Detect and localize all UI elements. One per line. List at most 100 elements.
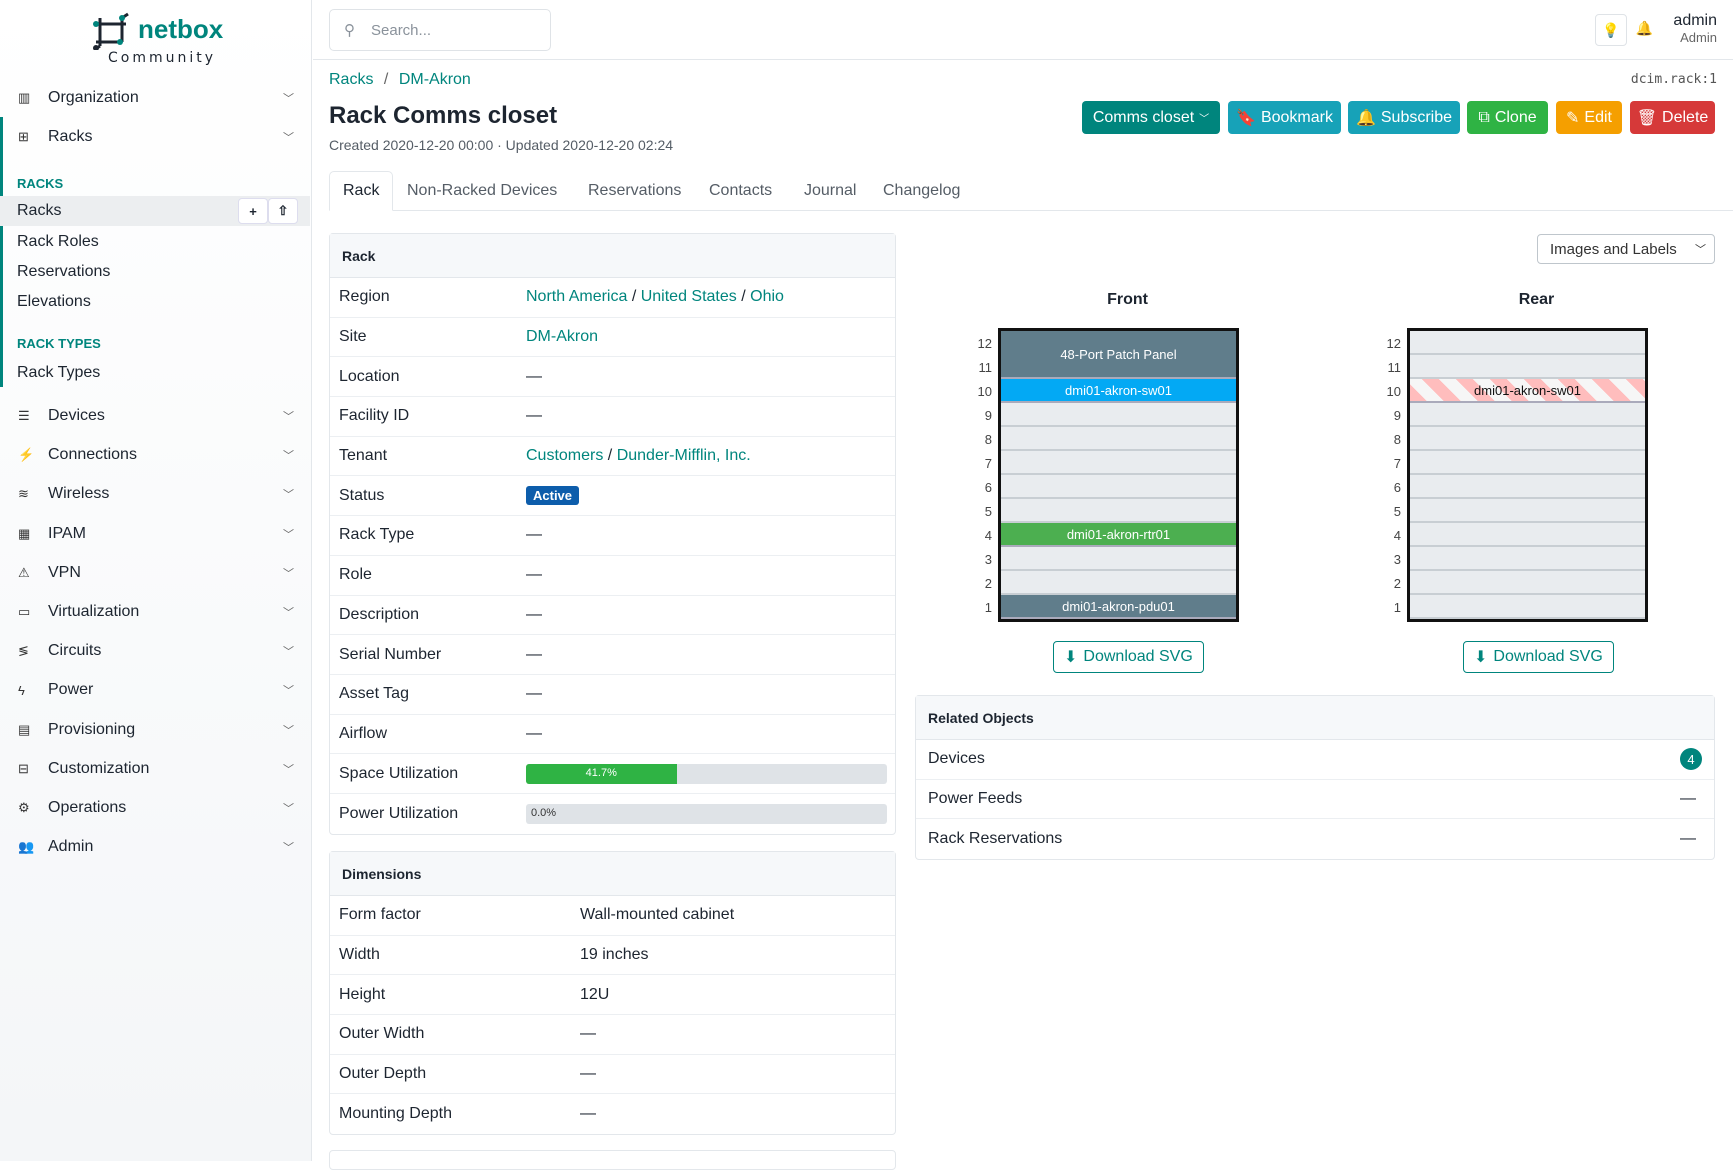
chevron-down-icon: ﹀ — [283, 132, 294, 144]
tab-changelog[interactable]: Changelog — [883, 182, 961, 199]
sidebar-item-reservations[interactable]: Reservations — [17, 263, 111, 280]
rack-unit-slot[interactable] — [1410, 595, 1645, 619]
separator: / — [736, 288, 751, 306]
subscribe-button[interactable]: 🔔 Subscribe — [1348, 101, 1460, 134]
rack-unit-slot[interactable] — [1001, 499, 1236, 523]
plug-icon: ⚡ — [18, 447, 35, 463]
nav-power[interactable]: ϟ Power ﹀ — [0, 671, 312, 709]
rack-unit-slot[interactable] — [1410, 331, 1645, 355]
nav-label: Wireless — [48, 485, 110, 503]
nav-label: Organization — [48, 89, 139, 106]
attr-link[interactable]: North America — [526, 288, 628, 306]
edit-button[interactable]: ✎ Edit — [1556, 101, 1622, 134]
attr-link[interactable]: United States — [640, 288, 737, 306]
tab-reservations[interactable]: Reservations — [588, 182, 682, 199]
dimension-row: Height 12U — [330, 975, 895, 1016]
attr-link[interactable]: Customers — [526, 447, 604, 465]
nav-operations[interactable]: ⚙ Operations ﹀ — [0, 789, 312, 827]
brand-edition: Community — [108, 50, 217, 66]
tab-journal[interactable]: Journal — [804, 182, 857, 199]
nav-admin[interactable]: 👥 Admin ﹀ — [0, 828, 312, 866]
rack-device[interactable]: dmi01-akron-sw01 — [1001, 379, 1236, 403]
sidebar-item-rack-roles[interactable]: Rack Roles — [17, 233, 99, 250]
rack-unit-slot[interactable] — [1410, 355, 1645, 379]
breadcrumb-racks[interactable]: Racks — [329, 71, 374, 88]
rack-unit-slot[interactable] — [1001, 547, 1236, 571]
download-front-svg-button[interactable]: ⬇ Download SVG — [1053, 641, 1204, 673]
attr-value: — — [526, 407, 542, 425]
nav-devices[interactable]: ☰ Devices ﹀ — [0, 397, 312, 435]
bookmark-button[interactable]: 🔖 Bookmark — [1228, 101, 1341, 134]
netbox-logo[interactable]: netbox Community — [92, 12, 232, 70]
rack-unit-slot[interactable] — [1001, 427, 1236, 451]
unit-number: 3 — [1393, 552, 1401, 567]
related-row-rack-reservations[interactable]: Rack Reservations — — [916, 819, 1714, 859]
user-menu[interactable]: admin Admin — [1673, 12, 1717, 45]
sidebar-item-racks[interactable]: Racks + ⇧ — [0, 196, 310, 226]
clone-button[interactable]: ⧉ Clone — [1467, 101, 1548, 134]
rack-unit-slot[interactable] — [1001, 571, 1236, 595]
attr-value: Active — [526, 485, 580, 505]
attr-link[interactable]: Dunder-Mifflin, Inc. — [616, 447, 751, 465]
search-input[interactable]: ⚲ Search... — [329, 9, 551, 51]
nav-connections[interactable]: ⚡ Connections ﹀ — [0, 436, 312, 474]
chevron-down-icon: ﹀ — [283, 803, 294, 815]
sidebar: netbox Community ▥ Organization ﹀ ⊞ Racks ﹀ … — [0, 0, 312, 1161]
rack-device[interactable]: dmi01-akron-rtr01 — [1001, 523, 1236, 547]
rack-select-dropdown[interactable]: Comms closet ﹀ — [1082, 101, 1220, 134]
nav-provisioning[interactable]: ▤ Provisioning ﹀ — [0, 711, 312, 749]
rack-unit-slot[interactable] — [1410, 547, 1645, 571]
nav-racks[interactable]: ⊞ Racks ﹀ — [0, 118, 312, 156]
related-label[interactable]: Devices — [928, 750, 985, 768]
rack-unit-slot[interactable] — [1001, 451, 1236, 475]
related-row-devices[interactable]: Devices 4 — [916, 740, 1714, 780]
front-title: Front — [1107, 291, 1148, 308]
breadcrumb-site[interactable]: DM-Akron — [398, 71, 471, 88]
chevron-down-icon: ﹀ — [283, 567, 294, 580]
nav-wireless[interactable]: ≋ Wireless ﹀ — [0, 475, 312, 513]
sidebar-item-elevations[interactable]: Elevations — [17, 293, 91, 310]
tab-contacts[interactable]: Contacts — [709, 182, 773, 199]
rack-unit-slot[interactable] — [1410, 523, 1645, 547]
related-label[interactable]: Rack Reservations — [928, 830, 1063, 848]
subscribe-label: Subscribe — [1380, 108, 1453, 126]
delete-button[interactable]: 🗑 Delete — [1630, 101, 1715, 134]
rack-device[interactable]: 48-Port Patch Panel — [1001, 331, 1236, 379]
related-label[interactable]: Power Feeds — [928, 790, 1023, 808]
rack-unit-slot[interactable] — [1410, 499, 1645, 523]
nav-organization[interactable]: ▥ Organization ﹀ — [0, 79, 312, 117]
power-icon: ϟ — [18, 682, 25, 698]
bell-icon[interactable]: 🔔 — [1635, 20, 1653, 36]
sidebar-item-rack-types[interactable]: Rack Types — [17, 364, 101, 381]
nav-circuits[interactable]: ≶ Circuits ﹀ — [0, 632, 312, 670]
add-icon[interactable]: + — [238, 198, 268, 224]
rack-unit-slot[interactable] — [1001, 403, 1236, 427]
related-row-power-feeds[interactable]: Power Feeds — — [916, 780, 1714, 820]
lightbulb-icon[interactable]: 💡 — [1595, 14, 1627, 46]
next-card — [329, 1150, 896, 1170]
nav-label: Operations — [48, 799, 127, 816]
rack-unit-slot[interactable] — [1001, 475, 1236, 499]
rack-device[interactable]: dmi01-akron-pdu01 — [1001, 595, 1236, 619]
nav-label: IPAM — [48, 524, 86, 542]
trash-icon: 🗑 — [1636, 109, 1658, 127]
nav-virtualization[interactable]: ▭ Virtualization ﹀ — [0, 593, 312, 631]
download-rear-svg-button[interactable]: ⬇ Download SVG — [1463, 641, 1614, 673]
rack-unit-slot[interactable] — [1410, 427, 1645, 451]
unit-number: 6 — [1393, 480, 1401, 495]
import-icon[interactable]: ⇧ — [268, 198, 298, 224]
nav-label: Circuits — [48, 642, 102, 660]
rack-unit-slot[interactable] — [1410, 403, 1645, 427]
rack-unit-slot[interactable] — [1410, 451, 1645, 475]
tab-rack[interactable]: Rack — [329, 171, 394, 211]
rack-unit-slot[interactable] — [1410, 571, 1645, 595]
attr-link[interactable]: Ohio — [750, 288, 784, 306]
nav-ipam[interactable]: ▦ IPAM ﹀ — [0, 515, 312, 553]
attr-link[interactable]: DM-Akron — [526, 328, 599, 346]
nav-vpn[interactable]: ⚠ VPN ﹀ — [0, 554, 312, 592]
nav-customization[interactable]: ⊟ Customization ﹀ — [0, 750, 312, 788]
tab-non-racked-devices[interactable]: Non-Racked Devices — [407, 182, 558, 199]
elevation-view-select[interactable]: Images and Labels ﹀ — [1537, 234, 1715, 264]
rack-device[interactable]: dmi01-akron-sw01 — [1410, 379, 1645, 403]
rack-unit-slot[interactable] — [1410, 475, 1645, 499]
